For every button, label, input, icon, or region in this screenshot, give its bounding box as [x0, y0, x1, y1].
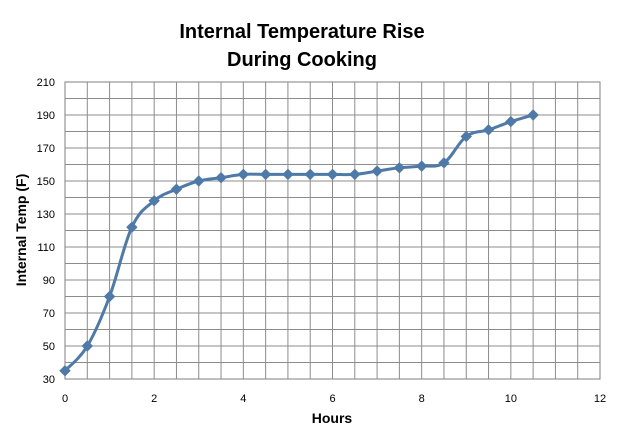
y-tick-label: 110 [37, 242, 55, 254]
y-tick-label: 170 [37, 143, 55, 155]
y-tick-label: 150 [37, 176, 55, 188]
data-point-marker [371, 165, 383, 177]
data-point-marker [193, 175, 205, 187]
series-line [63, 113, 534, 372]
data-point-marker [438, 157, 450, 169]
data-point-marker [393, 162, 406, 174]
y-axis-ticks: 30 50 70 90 110 130 150 170 190 210 [37, 77, 55, 386]
x-tick-label: 2 [151, 393, 157, 405]
x-tick-label: 10 [505, 393, 517, 405]
series-layer [59, 109, 539, 377]
data-point-marker [304, 168, 316, 181]
data-point-marker [259, 168, 272, 181]
y-tick-label: 90 [43, 275, 55, 287]
x-tick-label: 6 [329, 393, 335, 405]
data-point-marker [148, 195, 160, 207]
y-tick-label: 70 [43, 308, 55, 320]
chart-title-line-2: During Cooking [227, 49, 377, 71]
x-axis-label: Hours [312, 410, 353, 426]
data-point-marker [326, 168, 339, 181]
data-point-marker [170, 183, 183, 195]
data-point-marker [103, 290, 116, 303]
y-axis-label: Internal Temp (F) [13, 174, 29, 287]
y-tick-label: 30 [43, 374, 55, 386]
data-point-marker [415, 160, 428, 172]
x-tick-label: 4 [240, 393, 246, 405]
data-point-marker [349, 168, 361, 181]
chart-title: Internal Temperature Rise During Cooking [0, 18, 604, 74]
x-tick-label: 12 [594, 393, 606, 405]
data-point-marker [527, 109, 539, 121]
data-point-marker [59, 365, 71, 377]
data-point-marker [81, 340, 93, 352]
x-tick-label: 0 [62, 393, 68, 405]
data-point-marker [460, 130, 472, 143]
y-tick-label: 210 [37, 77, 55, 89]
x-axis-ticks: 0 2 4 6 8 10 12 [62, 393, 606, 405]
data-point-marker [482, 124, 495, 136]
y-tick-label: 50 [43, 341, 55, 353]
data-point-marker [282, 168, 294, 181]
data-point-marker [505, 115, 517, 128]
y-tick-label: 190 [37, 110, 55, 122]
y-tick-label: 130 [37, 209, 55, 221]
x-tick-label: 8 [419, 393, 425, 405]
data-point-marker [237, 168, 250, 181]
chart-title-line-1: Internal Temperature Rise [179, 21, 425, 43]
data-point-marker [126, 221, 138, 233]
data-point-marker [215, 171, 227, 184]
